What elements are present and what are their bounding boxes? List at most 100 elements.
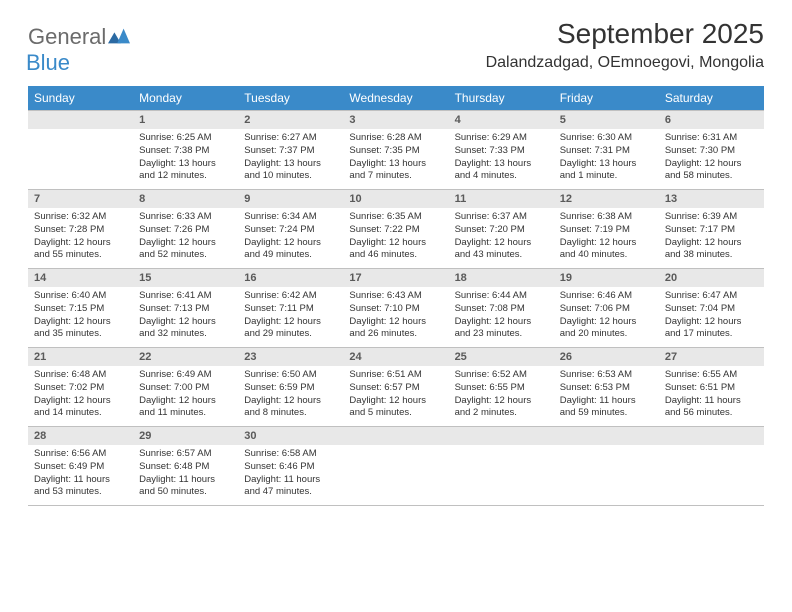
calendar: Sunday Monday Tuesday Wednesday Thursday… (28, 86, 764, 506)
calendar-week: 1Sunrise: 6:25 AMSunset: 7:38 PMDaylight… (28, 110, 764, 189)
daylight-text: Daylight: 11 hours and 59 minutes. (560, 395, 653, 421)
daylight-text: Daylight: 11 hours and 50 minutes. (139, 474, 232, 500)
calendar-week: 28Sunrise: 6:56 AMSunset: 6:49 PMDayligh… (28, 426, 764, 506)
weekday-label: Monday (133, 86, 238, 110)
calendar-day: 10Sunrise: 6:35 AMSunset: 7:22 PMDayligh… (343, 190, 448, 268)
day-number (449, 427, 554, 445)
sunrise-text: Sunrise: 6:32 AM (34, 211, 127, 224)
calendar-day: 5Sunrise: 6:30 AMSunset: 7:31 PMDaylight… (554, 111, 659, 189)
daylight-text: Daylight: 12 hours and 23 minutes. (455, 316, 548, 342)
sunset-text: Sunset: 7:13 PM (139, 303, 232, 316)
sunrise-text: Sunrise: 6:41 AM (139, 290, 232, 303)
daylight-text: Daylight: 12 hours and 46 minutes. (349, 237, 442, 263)
day-details: Sunrise: 6:43 AMSunset: 7:10 PMDaylight:… (343, 287, 448, 346)
sunrise-text: Sunrise: 6:55 AM (665, 369, 758, 382)
day-details: Sunrise: 6:42 AMSunset: 7:11 PMDaylight:… (238, 287, 343, 346)
sunset-text: Sunset: 7:24 PM (244, 224, 337, 237)
day-details: Sunrise: 6:32 AMSunset: 7:28 PMDaylight:… (28, 208, 133, 267)
day-number: 29 (133, 427, 238, 445)
sunset-text: Sunset: 7:26 PM (139, 224, 232, 237)
sunrise-text: Sunrise: 6:38 AM (560, 211, 653, 224)
sunset-text: Sunset: 7:19 PM (560, 224, 653, 237)
logo-text-general: General (28, 24, 106, 49)
day-number: 3 (343, 111, 448, 129)
day-details: Sunrise: 6:41 AMSunset: 7:13 PMDaylight:… (133, 287, 238, 346)
daylight-text: Daylight: 12 hours and 2 minutes. (455, 395, 548, 421)
day-number: 21 (28, 348, 133, 366)
day-number (28, 111, 133, 129)
day-details: Sunrise: 6:53 AMSunset: 6:53 PMDaylight:… (554, 366, 659, 425)
sunrise-text: Sunrise: 6:42 AM (244, 290, 337, 303)
calendar-day: 24Sunrise: 6:51 AMSunset: 6:57 PMDayligh… (343, 348, 448, 426)
sunrise-text: Sunrise: 6:31 AM (665, 132, 758, 145)
header: General Blue September 2025 Dalandzadgad… (28, 18, 764, 76)
calendar-day: 7Sunrise: 6:32 AMSunset: 7:28 PMDaylight… (28, 190, 133, 268)
day-number: 12 (554, 190, 659, 208)
calendar-day: 22Sunrise: 6:49 AMSunset: 7:00 PMDayligh… (133, 348, 238, 426)
sunrise-text: Sunrise: 6:52 AM (455, 369, 548, 382)
day-details: Sunrise: 6:55 AMSunset: 6:51 PMDaylight:… (659, 366, 764, 425)
day-details: Sunrise: 6:39 AMSunset: 7:17 PMDaylight:… (659, 208, 764, 267)
day-number (343, 427, 448, 445)
day-number: 27 (659, 348, 764, 366)
sunset-text: Sunset: 6:59 PM (244, 382, 337, 395)
daylight-text: Daylight: 12 hours and 35 minutes. (34, 316, 127, 342)
day-details: Sunrise: 6:28 AMSunset: 7:35 PMDaylight:… (343, 129, 448, 188)
sunset-text: Sunset: 7:10 PM (349, 303, 442, 316)
sunrise-text: Sunrise: 6:46 AM (560, 290, 653, 303)
daylight-text: Daylight: 12 hours and 32 minutes. (139, 316, 232, 342)
day-number: 15 (133, 269, 238, 287)
sunrise-text: Sunrise: 6:49 AM (139, 369, 232, 382)
calendar-week: 7Sunrise: 6:32 AMSunset: 7:28 PMDaylight… (28, 189, 764, 268)
calendar-day: 4Sunrise: 6:29 AMSunset: 7:33 PMDaylight… (449, 111, 554, 189)
day-details: Sunrise: 6:58 AMSunset: 6:46 PMDaylight:… (238, 445, 343, 504)
sunset-text: Sunset: 6:57 PM (349, 382, 442, 395)
calendar-day (659, 427, 764, 505)
sunset-text: Sunset: 7:20 PM (455, 224, 548, 237)
calendar-day: 11Sunrise: 6:37 AMSunset: 7:20 PMDayligh… (449, 190, 554, 268)
daylight-text: Daylight: 12 hours and 26 minutes. (349, 316, 442, 342)
day-number: 5 (554, 111, 659, 129)
daylight-text: Daylight: 12 hours and 43 minutes. (455, 237, 548, 263)
sunrise-text: Sunrise: 6:50 AM (244, 369, 337, 382)
logo-mark-icon (108, 28, 130, 44)
day-details: Sunrise: 6:57 AMSunset: 6:48 PMDaylight:… (133, 445, 238, 504)
day-details: Sunrise: 6:31 AMSunset: 7:30 PMDaylight:… (659, 129, 764, 188)
sunrise-text: Sunrise: 6:25 AM (139, 132, 232, 145)
day-number: 28 (28, 427, 133, 445)
calendar-day: 19Sunrise: 6:46 AMSunset: 7:06 PMDayligh… (554, 269, 659, 347)
sunrise-text: Sunrise: 6:34 AM (244, 211, 337, 224)
sunset-text: Sunset: 7:37 PM (244, 145, 337, 158)
sunset-text: Sunset: 6:51 PM (665, 382, 758, 395)
day-number: 4 (449, 111, 554, 129)
daylight-text: Daylight: 12 hours and 52 minutes. (139, 237, 232, 263)
daylight-text: Daylight: 12 hours and 8 minutes. (244, 395, 337, 421)
calendar-week: 14Sunrise: 6:40 AMSunset: 7:15 PMDayligh… (28, 268, 764, 347)
sunrise-text: Sunrise: 6:53 AM (560, 369, 653, 382)
sunrise-text: Sunrise: 6:48 AM (34, 369, 127, 382)
day-details: Sunrise: 6:56 AMSunset: 6:49 PMDaylight:… (28, 445, 133, 504)
day-number: 10 (343, 190, 448, 208)
day-number: 13 (659, 190, 764, 208)
day-number (554, 427, 659, 445)
day-details: Sunrise: 6:33 AMSunset: 7:26 PMDaylight:… (133, 208, 238, 267)
calendar-day: 30Sunrise: 6:58 AMSunset: 6:46 PMDayligh… (238, 427, 343, 505)
sunset-text: Sunset: 7:06 PM (560, 303, 653, 316)
sunrise-text: Sunrise: 6:37 AM (455, 211, 548, 224)
day-details: Sunrise: 6:34 AMSunset: 7:24 PMDaylight:… (238, 208, 343, 267)
day-details: Sunrise: 6:35 AMSunset: 7:22 PMDaylight:… (343, 208, 448, 267)
day-details: Sunrise: 6:25 AMSunset: 7:38 PMDaylight:… (133, 129, 238, 188)
sunset-text: Sunset: 6:49 PM (34, 461, 127, 474)
daylight-text: Daylight: 12 hours and 5 minutes. (349, 395, 442, 421)
calendar-day: 23Sunrise: 6:50 AMSunset: 6:59 PMDayligh… (238, 348, 343, 426)
calendar-day: 26Sunrise: 6:53 AMSunset: 6:53 PMDayligh… (554, 348, 659, 426)
weekday-label: Thursday (449, 86, 554, 110)
calendar-day: 9Sunrise: 6:34 AMSunset: 7:24 PMDaylight… (238, 190, 343, 268)
day-number: 6 (659, 111, 764, 129)
weekday-label: Friday (554, 86, 659, 110)
day-number: 7 (28, 190, 133, 208)
calendar-day: 25Sunrise: 6:52 AMSunset: 6:55 PMDayligh… (449, 348, 554, 426)
day-details: Sunrise: 6:38 AMSunset: 7:19 PMDaylight:… (554, 208, 659, 267)
sunrise-text: Sunrise: 6:27 AM (244, 132, 337, 145)
calendar-day: 1Sunrise: 6:25 AMSunset: 7:38 PMDaylight… (133, 111, 238, 189)
